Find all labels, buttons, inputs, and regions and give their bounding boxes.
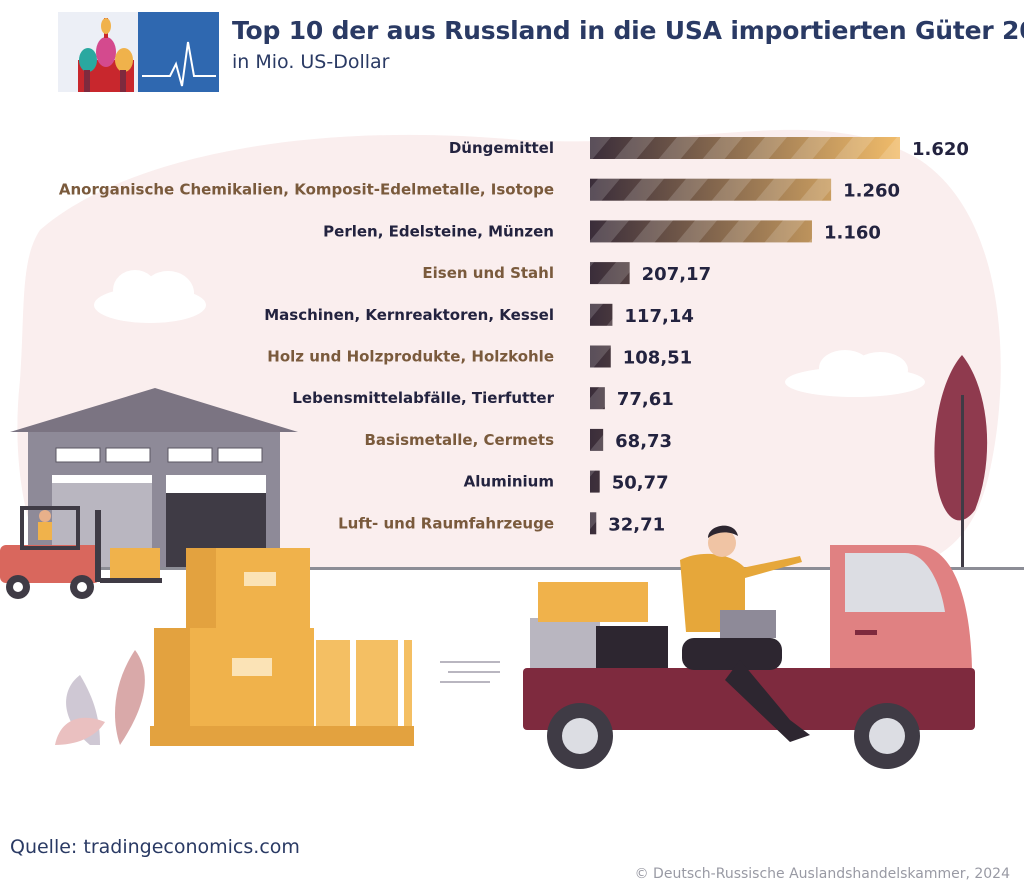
heartbeat-icon bbox=[142, 41, 216, 87]
bar-stripes bbox=[590, 262, 630, 285]
bar-stripes bbox=[590, 512, 597, 535]
chart-subtitle: in Mio. US-Dollar bbox=[232, 51, 390, 73]
value-label: 68,73 bbox=[615, 431, 672, 452]
ground-line bbox=[0, 567, 1024, 570]
category-label: Holz und Holzprodukte, Holzkohle bbox=[267, 348, 554, 366]
category-label: Maschinen, Kernreaktoren, Kessel bbox=[264, 306, 554, 324]
value-label: 207,17 bbox=[642, 264, 711, 285]
bar-stripes bbox=[590, 303, 613, 326]
copyright-text: © Deutsch-Russische Auslandshandelskamme… bbox=[634, 866, 1010, 882]
category-label: Düngemittel bbox=[449, 139, 554, 157]
header: Top 10 der aus Russland in die USA impor… bbox=[232, 16, 1024, 73]
tree-right bbox=[934, 355, 988, 567]
value-label: 77,61 bbox=[617, 389, 674, 410]
value-label: 1.260 bbox=[843, 181, 900, 202]
category-label: Anorganische Chemikalien, Komposit-Edelm… bbox=[59, 181, 554, 199]
category-label: Eisen und Stahl bbox=[422, 264, 554, 282]
value-label: 32,71 bbox=[608, 514, 665, 535]
bar-stripes bbox=[590, 220, 812, 243]
value-label: 1.160 bbox=[824, 222, 881, 243]
value-label: 117,14 bbox=[624, 306, 693, 327]
chart-title: Top 10 der aus Russland in die USA impor… bbox=[232, 16, 1024, 45]
bar-stripes bbox=[590, 470, 600, 493]
speed-lines bbox=[440, 661, 500, 683]
source-text: Quelle: tradingeconomics.com bbox=[10, 836, 300, 858]
cloud-left bbox=[94, 270, 206, 323]
person bbox=[680, 525, 810, 742]
bar-stripes bbox=[590, 428, 604, 451]
category-label: Aluminium bbox=[464, 473, 554, 491]
category-label: Basismetalle, Cermets bbox=[364, 431, 554, 449]
bar-stripes bbox=[590, 137, 900, 159]
cathedral-icon bbox=[78, 18, 134, 92]
plant-left bbox=[55, 650, 145, 745]
bar-stripes bbox=[590, 178, 832, 201]
category-label: Luft- und Raumfahrzeuge bbox=[338, 514, 554, 532]
forklift bbox=[0, 506, 162, 599]
bar-stripes bbox=[590, 387, 605, 410]
value-label: 50,77 bbox=[612, 473, 669, 494]
value-label: 1.620 bbox=[912, 139, 969, 160]
bar-stripes bbox=[590, 345, 611, 368]
logo bbox=[58, 12, 219, 92]
boxes bbox=[150, 548, 414, 746]
value-label: 108,51 bbox=[623, 348, 692, 369]
category-label: Lebensmittelabfälle, Tierfutter bbox=[292, 389, 554, 407]
category-label: Perlen, Edelsteine, Münzen bbox=[323, 222, 554, 240]
cloud-right bbox=[785, 350, 925, 397]
